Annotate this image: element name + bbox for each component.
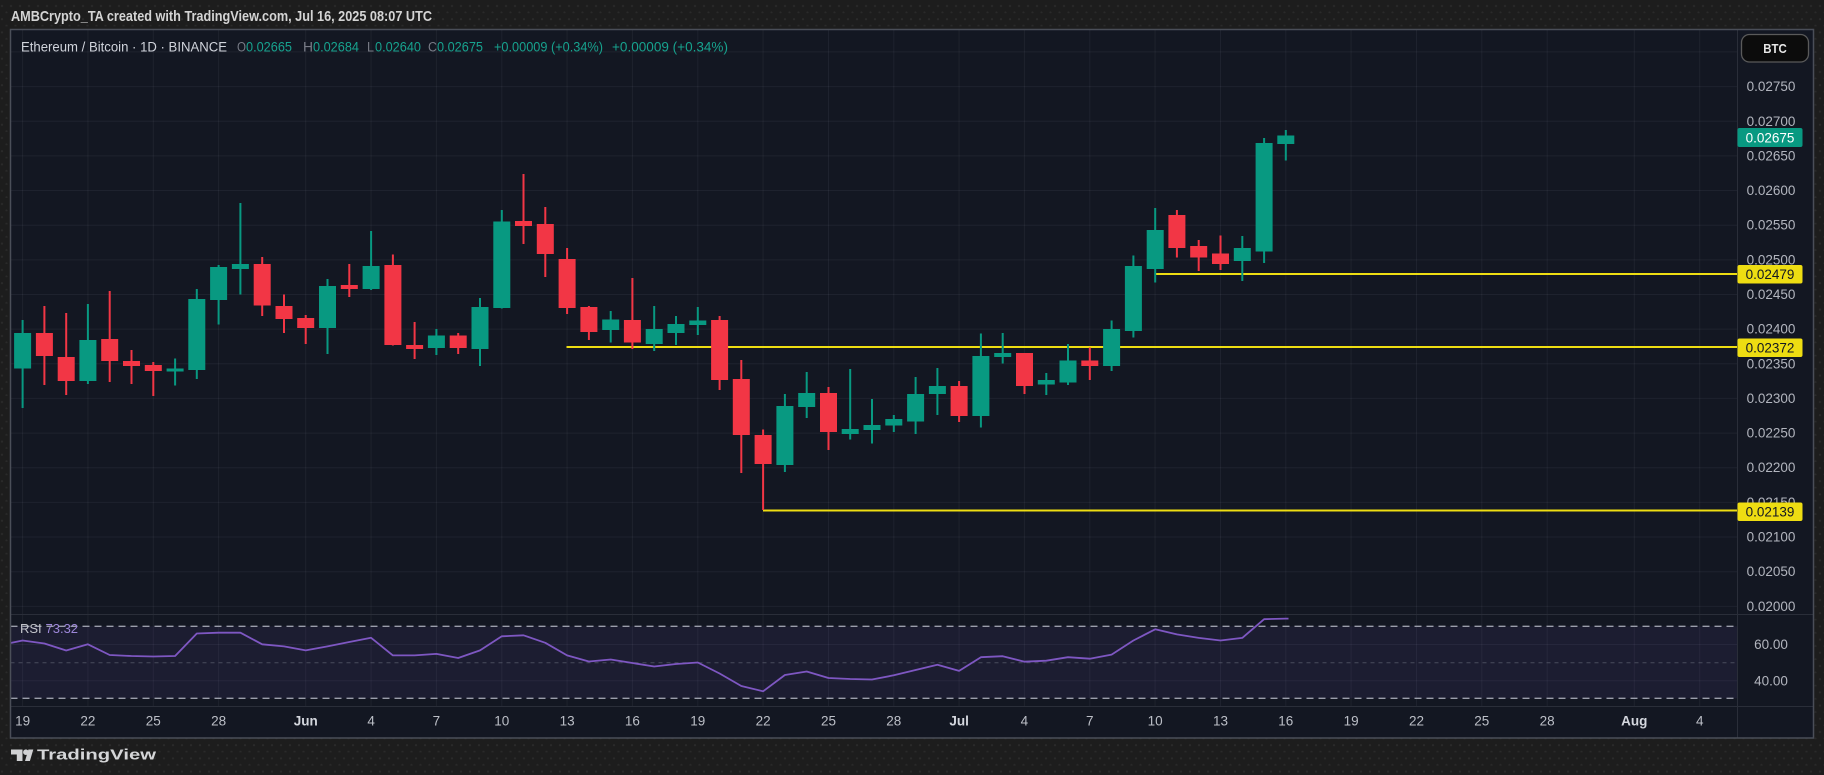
- svg-text:25: 25: [146, 714, 161, 729]
- svg-text:+0.00009 (+0.34%): +0.00009 (+0.34%): [494, 40, 603, 55]
- svg-text:0.02250: 0.02250: [1747, 426, 1796, 441]
- svg-text:0.02675: 0.02675: [437, 40, 483, 55]
- svg-text:0.02650: 0.02650: [1747, 148, 1796, 163]
- svg-text:4: 4: [367, 714, 375, 729]
- svg-text:19: 19: [690, 714, 705, 729]
- svg-text:60.00: 60.00: [1754, 637, 1788, 652]
- svg-text:0.02000: 0.02000: [1747, 599, 1796, 614]
- svg-text:0.02684: 0.02684: [313, 40, 359, 55]
- svg-text:Jul: Jul: [949, 714, 969, 729]
- svg-text:4: 4: [1696, 714, 1704, 729]
- svg-text:0.02300: 0.02300: [1747, 391, 1796, 406]
- svg-text:73.32: 73.32: [46, 621, 79, 636]
- svg-text:25: 25: [1474, 714, 1489, 729]
- svg-text:28: 28: [886, 714, 901, 729]
- svg-text:4: 4: [1021, 714, 1029, 729]
- svg-text:+0.00009 (+0.34%): +0.00009 (+0.34%): [612, 40, 728, 55]
- svg-text:16: 16: [625, 714, 640, 729]
- svg-text:7: 7: [433, 714, 441, 729]
- svg-text:13: 13: [560, 714, 575, 729]
- svg-text:O: O: [237, 40, 246, 55]
- svg-text:RSI: RSI: [20, 621, 42, 636]
- svg-text:0.02675: 0.02675: [1746, 131, 1795, 146]
- svg-text:0.02200: 0.02200: [1747, 460, 1796, 475]
- svg-text:22: 22: [1409, 714, 1424, 729]
- svg-text:16: 16: [1278, 714, 1293, 729]
- svg-text:0.02400: 0.02400: [1747, 322, 1796, 337]
- svg-text:10: 10: [1148, 714, 1163, 729]
- svg-text:10: 10: [494, 714, 509, 729]
- svg-text:19: 19: [1344, 714, 1359, 729]
- svg-text:19: 19: [15, 714, 30, 729]
- svg-text:13: 13: [1213, 714, 1228, 729]
- svg-text:Jun: Jun: [294, 714, 318, 729]
- svg-text:22: 22: [80, 714, 95, 729]
- svg-text:0.02450: 0.02450: [1747, 287, 1796, 302]
- svg-text:AMBCrypto_TA created with Trad: AMBCrypto_TA created with TradingView.co…: [11, 8, 432, 25]
- svg-text:0.02372: 0.02372: [1746, 341, 1795, 356]
- svg-text:40.00: 40.00: [1754, 674, 1788, 689]
- svg-text:L: L: [367, 40, 374, 55]
- svg-text:0.02550: 0.02550: [1747, 218, 1796, 233]
- svg-text:BTC: BTC: [1763, 41, 1787, 56]
- svg-text:0.02139: 0.02139: [1746, 505, 1795, 520]
- svg-text:0.02479: 0.02479: [1746, 267, 1795, 282]
- svg-text:Aug: Aug: [1621, 714, 1647, 729]
- svg-text:0.02350: 0.02350: [1747, 356, 1796, 371]
- svg-text:0.02700: 0.02700: [1747, 114, 1796, 129]
- svg-text:0.02600: 0.02600: [1747, 183, 1796, 198]
- svg-text:0.02500: 0.02500: [1747, 252, 1796, 267]
- svg-text:H: H: [303, 40, 313, 55]
- svg-text:7: 7: [1086, 714, 1094, 729]
- svg-text:22: 22: [756, 714, 771, 729]
- svg-text:0.02100: 0.02100: [1747, 530, 1796, 545]
- svg-text:0.02750: 0.02750: [1747, 79, 1796, 94]
- svg-text:28: 28: [211, 714, 226, 729]
- svg-text:0.02640: 0.02640: [375, 40, 421, 55]
- svg-text:0.02050: 0.02050: [1747, 564, 1796, 579]
- svg-text:TradingView: TradingView: [37, 748, 157, 764]
- svg-text:28: 28: [1540, 714, 1555, 729]
- svg-text:Ethereum / Bitcoin · 1D · BINA: Ethereum / Bitcoin · 1D · BINANCE: [21, 40, 227, 55]
- svg-text:0.02665: 0.02665: [246, 40, 292, 55]
- svg-text:25: 25: [821, 714, 836, 729]
- svg-text:C: C: [428, 40, 437, 55]
